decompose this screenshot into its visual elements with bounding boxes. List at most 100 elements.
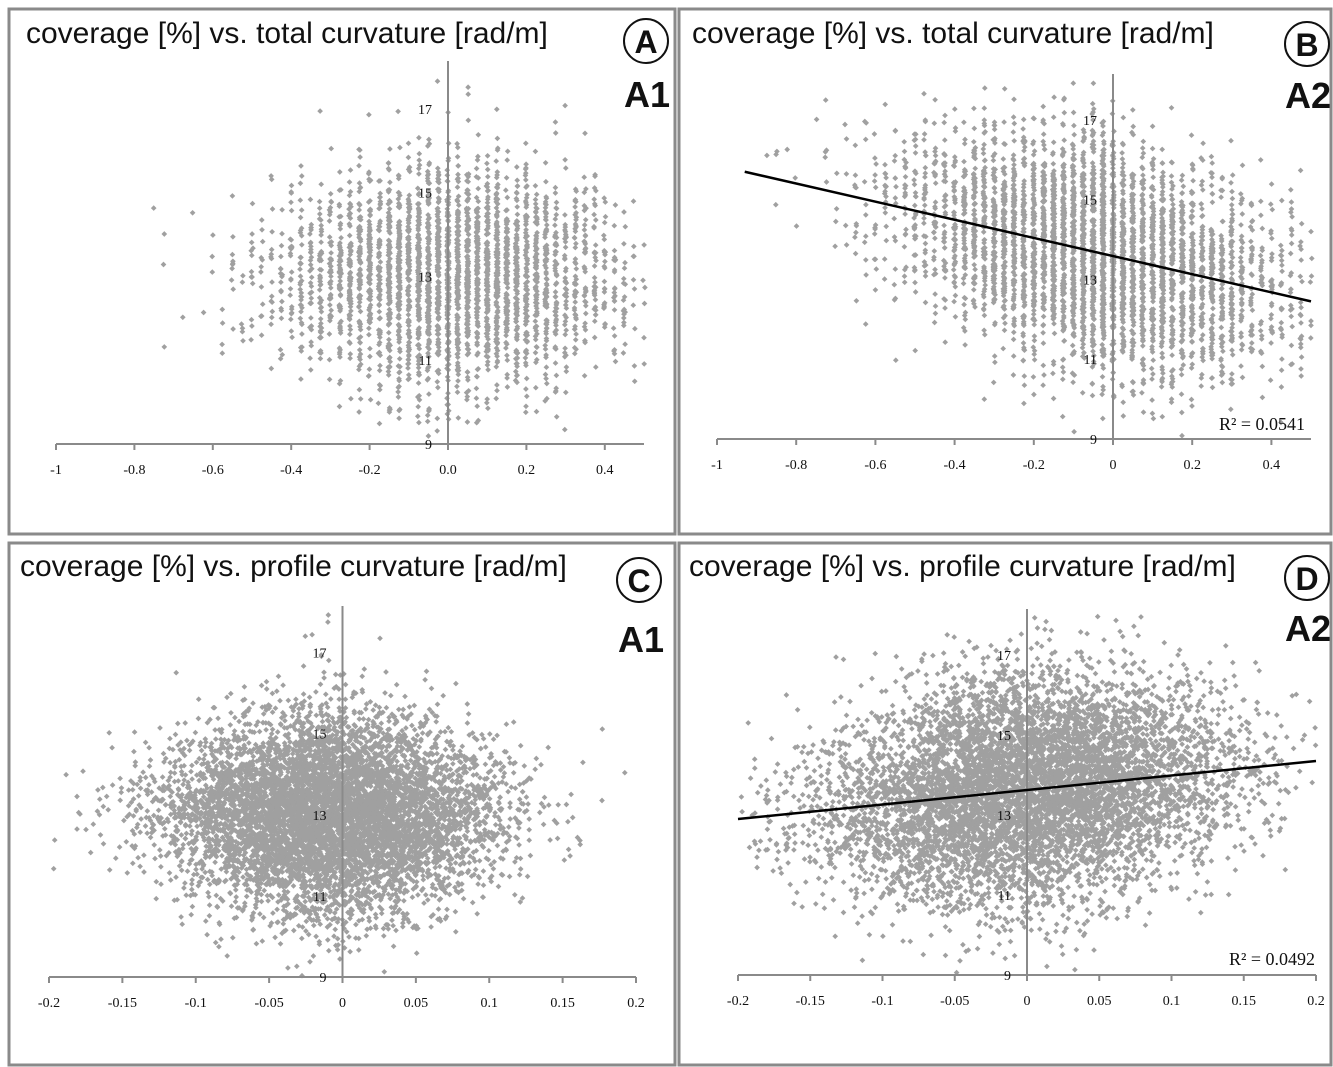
data-point — [942, 112, 948, 119]
data-point — [346, 331, 353, 338]
data-point — [474, 373, 480, 380]
data-point — [464, 369, 471, 375]
data-point — [553, 413, 560, 420]
data-point — [971, 105, 977, 112]
data-point — [582, 310, 589, 317]
data-point — [357, 339, 364, 346]
data-point — [405, 357, 412, 363]
data-point — [269, 308, 276, 315]
data-point — [591, 274, 598, 281]
data-point — [632, 325, 638, 332]
data-point — [366, 325, 372, 332]
data-point — [533, 408, 540, 415]
data-point — [493, 395, 500, 402]
data-point — [532, 384, 539, 391]
data-point — [542, 234, 548, 241]
data-point — [882, 209, 889, 216]
data-point — [611, 222, 618, 229]
data-point — [504, 371, 511, 378]
data-point — [582, 130, 588, 137]
data-point — [1040, 313, 1047, 320]
y-tick-label: 17 — [418, 103, 432, 118]
data-point — [249, 323, 255, 329]
data-point — [336, 169, 343, 175]
data-point — [611, 333, 618, 339]
data-point — [522, 355, 529, 361]
data-point — [493, 106, 500, 113]
data-point — [161, 344, 168, 350]
data-point — [562, 275, 569, 281]
data-point — [822, 154, 829, 161]
data-point — [1279, 268, 1285, 275]
data-point — [1220, 348, 1226, 355]
data-point — [454, 144, 461, 151]
data-point — [455, 415, 462, 421]
data-point — [1257, 252, 1264, 259]
data-point — [376, 367, 383, 374]
data-point — [772, 201, 779, 208]
data-point — [484, 152, 491, 159]
data-point — [279, 206, 285, 213]
data-point — [200, 309, 207, 316]
data-point — [552, 293, 559, 300]
data-point — [268, 293, 275, 300]
data-point — [434, 428, 441, 434]
data-point — [523, 386, 529, 392]
data-point — [326, 331, 333, 337]
data-point — [239, 279, 246, 286]
data-point — [464, 419, 471, 425]
data-point — [631, 378, 638, 385]
data-point — [397, 144, 403, 151]
data-point — [592, 296, 599, 303]
data-point — [552, 119, 559, 125]
data-point — [347, 323, 353, 329]
data-point — [426, 136, 432, 143]
data-point — [1298, 239, 1304, 245]
data-point — [552, 184, 559, 191]
data-point — [375, 400, 382, 407]
data-point — [621, 265, 628, 272]
data-point — [1071, 131, 1078, 138]
data-point — [484, 199, 491, 206]
data-point — [308, 315, 314, 321]
data-point — [278, 315, 285, 322]
data-point — [543, 222, 550, 228]
data-point — [630, 198, 637, 205]
data-point — [485, 366, 491, 373]
data-point — [396, 355, 403, 362]
data-point — [631, 286, 638, 292]
data-point — [921, 90, 927, 97]
data-point — [474, 403, 481, 410]
data-point — [1209, 160, 1216, 166]
data-point — [258, 332, 265, 339]
data-point — [971, 125, 978, 132]
data-point — [642, 284, 648, 291]
data-point — [921, 131, 928, 137]
data-point — [416, 134, 422, 141]
data-point — [581, 372, 588, 379]
data-point — [631, 363, 638, 369]
x-tick-label: -0.6 — [202, 463, 224, 478]
data-point — [581, 174, 588, 181]
data-point — [970, 138, 977, 145]
data-point — [602, 258, 608, 265]
data-point — [961, 158, 967, 165]
data-point — [357, 308, 364, 315]
data-point — [1071, 122, 1077, 129]
data-point — [229, 193, 236, 199]
data-point — [248, 268, 255, 275]
data-point — [426, 161, 432, 168]
data-point — [833, 170, 840, 177]
data-point — [921, 202, 928, 209]
data-point — [326, 376, 333, 383]
data-point — [533, 343, 540, 350]
data-point — [1011, 161, 1017, 168]
data-point — [1100, 387, 1107, 393]
data-point — [1278, 384, 1285, 390]
data-point — [514, 177, 521, 184]
data-point — [259, 238, 266, 245]
data-point — [385, 160, 392, 166]
data-point — [356, 304, 362, 310]
data-point — [434, 415, 441, 422]
data-point — [416, 150, 423, 157]
